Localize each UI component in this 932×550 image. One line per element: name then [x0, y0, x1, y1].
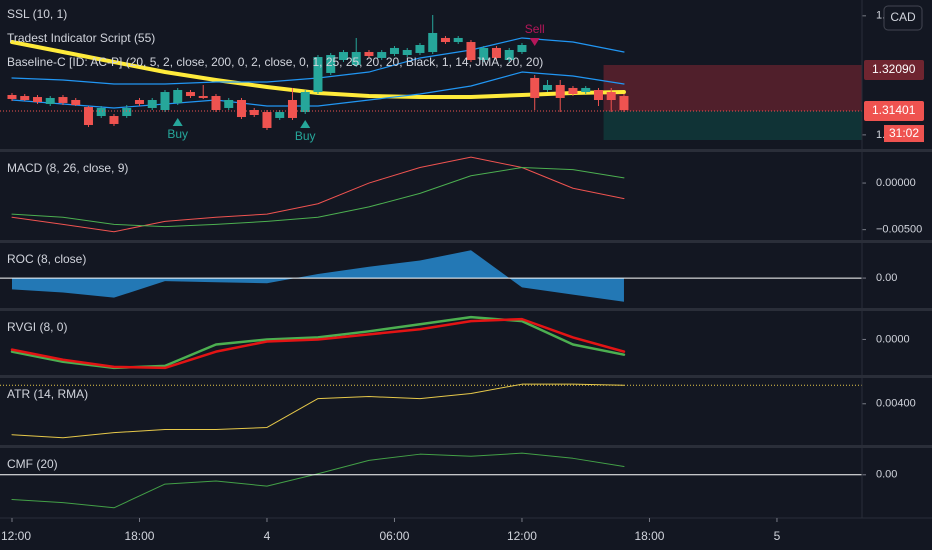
candle-body: [402, 50, 412, 55]
signal-label: Buy: [167, 127, 188, 141]
target-price-box: [864, 60, 924, 80]
candle-body: [619, 96, 629, 110]
x-tick-label: 18:00: [124, 529, 154, 543]
candle-body: [542, 85, 552, 90]
x-tick-label: 12:00: [1, 529, 31, 543]
candle-body: [555, 85, 565, 98]
candle-body: [7, 95, 17, 99]
candle-body: [275, 112, 285, 118]
candle-body: [504, 50, 514, 60]
candle-body: [326, 55, 336, 73]
countdown-box: [884, 125, 924, 143]
candle-body: [58, 97, 68, 103]
candle-body: [313, 57, 323, 93]
candle-body: [300, 92, 310, 113]
candle-body: [122, 107, 132, 117]
pane-title: ROC (8, close): [7, 252, 86, 266]
x-tick-label: 06:00: [379, 529, 409, 543]
stop-zone: [603, 65, 862, 112]
candle-body: [453, 37, 463, 43]
candle-body: [466, 42, 476, 60]
x-tick-label: 5: [774, 529, 781, 543]
candle-body: [20, 96, 30, 100]
candle-body: [491, 47, 501, 58]
pane-title: MACD (8, 26, close, 9): [7, 161, 128, 175]
candle-body: [479, 47, 489, 60]
candle-body: [173, 90, 183, 103]
pane-title: CMF (20): [7, 457, 58, 471]
indicator-line: [11, 383, 625, 439]
indicator-line: [11, 166, 625, 228]
target-price-label: 1.32090: [872, 62, 916, 76]
x-tick-label: 12:00: [507, 529, 537, 543]
indicator-area: [11, 250, 624, 302]
candle-body: [568, 87, 578, 94]
pane-title: Tradest Indicator Script (55): [7, 31, 155, 45]
candle-body: [530, 77, 540, 98]
signal-label: Sell: [525, 22, 545, 36]
indicator-line: [10, 317, 626, 370]
y-tick-label: 0.00: [876, 272, 897, 284]
x-tick-label: 18:00: [634, 529, 664, 543]
candle-body: [287, 100, 297, 118]
candle-body: [249, 110, 259, 115]
candle-body: [415, 45, 425, 53]
currency-button[interactable]: [883, 5, 923, 31]
y-tick-label: −0.00500: [876, 224, 922, 236]
y-tick-label: 0.0000: [876, 333, 910, 345]
pane-title: ATR (14, RMA): [7, 387, 88, 401]
signal-label: Buy: [295, 129, 316, 143]
indicator-line: [11, 452, 625, 509]
candle-body: [224, 100, 234, 108]
candle-body: [440, 37, 450, 43]
candle-body: [593, 90, 603, 100]
currency-label[interactable]: CAD: [890, 10, 916, 24]
candle-body: [236, 100, 246, 118]
signal-marker: [529, 38, 540, 47]
candle-body: [211, 96, 221, 110]
candle-body: [338, 52, 348, 60]
candle-body: [581, 87, 591, 93]
candle-body: [606, 92, 616, 100]
pane-title: RVGI (8, 0): [7, 320, 67, 334]
candle-body: [109, 116, 119, 124]
signal-marker: [300, 119, 311, 128]
pane-title: SSL (10, 1): [7, 7, 67, 21]
last-price-box: [864, 101, 924, 122]
candle-body: [160, 92, 170, 110]
candle-body: [262, 112, 272, 128]
candle-body: [83, 107, 93, 125]
candle-body: [364, 52, 374, 57]
candle-body: [71, 100, 81, 105]
pane-title: Baseline-C [ID: AC-P] (20, 5, 2, close, …: [7, 55, 543, 69]
target-zone: [603, 111, 862, 140]
candle-body: [389, 47, 399, 54]
y-tick-label: 0.00: [876, 469, 897, 481]
candle-body: [377, 52, 387, 58]
candle-body: [428, 32, 438, 53]
candle-body: [96, 107, 106, 117]
y-tick-label: 0.00400: [876, 398, 916, 410]
candle-body: [32, 97, 42, 103]
last-price-label: 1.31401: [872, 103, 916, 117]
candle-body: [147, 100, 157, 108]
y-tick-label: 0.00000: [876, 177, 916, 189]
candle-body: [198, 96, 208, 98]
candle-body: [517, 45, 527, 53]
candle-body: [351, 52, 361, 65]
signal-marker: [172, 118, 183, 127]
countdown-label: 31:02: [889, 126, 919, 140]
candle-body: [185, 92, 195, 97]
candle-body: [45, 97, 55, 104]
x-tick-label: 4: [264, 529, 271, 543]
indicator-line: [11, 71, 625, 109]
candle-body: [134, 100, 144, 104]
